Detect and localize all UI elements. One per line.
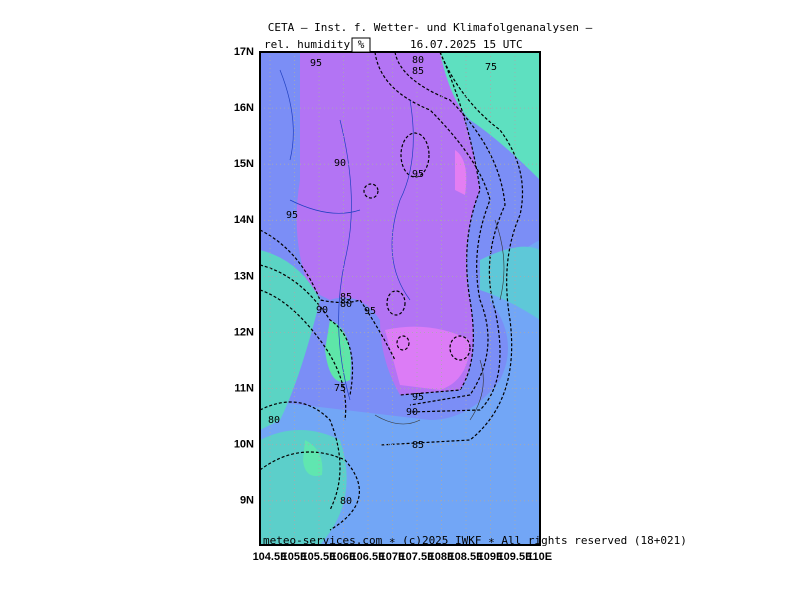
lon-label: 106.5E	[351, 551, 386, 563]
lon-label: 105.5E	[302, 551, 337, 563]
contour-label: 80	[340, 299, 352, 310]
lon-label: 109E	[478, 551, 504, 563]
lon-label: 106E	[331, 551, 357, 563]
lat-label: 10N	[234, 439, 254, 451]
contour-label: 95	[310, 58, 322, 69]
map-frame	[259, 51, 541, 546]
lat-label: 12N	[234, 326, 254, 338]
contour-label: 95	[364, 306, 376, 317]
humidity-field	[260, 52, 540, 545]
lon-label: 104.5E	[253, 551, 288, 563]
lon-label: 108E	[429, 551, 455, 563]
lon-label: 107.5E	[400, 551, 435, 563]
labels: 17N 16N 15N 14N 13N 12N 11N 10N 9N 104.5E105E105.…	[234, 46, 552, 563]
contour-label: 90	[406, 407, 418, 418]
contour-label: 90	[316, 305, 328, 316]
contour-label: 95	[286, 210, 298, 221]
contour-label: 95	[412, 392, 424, 403]
lat-label: 14N	[234, 214, 254, 226]
contour-label: 75	[334, 383, 346, 394]
contour-label: 85	[412, 440, 424, 451]
lat-label: 11N	[234, 383, 254, 395]
variable: rel. humidity	[264, 38, 350, 51]
contour-label: 80	[268, 415, 280, 426]
unit: %	[358, 38, 365, 51]
lat-label: 15N	[234, 158, 254, 170]
contour-label: 85	[412, 66, 424, 77]
lat-label: 13N	[234, 270, 254, 282]
lon-label: 107E	[380, 551, 406, 563]
contour-label: 80	[412, 55, 424, 66]
datetime: 16.07.2025 15 UTC	[410, 38, 523, 51]
lat-label: 17N	[234, 46, 254, 58]
contour-label: 90	[334, 158, 346, 169]
lon-label: 109.5E	[498, 551, 533, 563]
lat-label: 16N	[234, 102, 254, 114]
lon-label: 110E	[527, 551, 552, 563]
unit-box	[351, 37, 371, 53]
contour-label: 95	[412, 169, 424, 180]
contour-label: 85	[340, 292, 352, 303]
lon-label: 108.5E	[449, 551, 484, 563]
lon-label: 105E	[282, 551, 308, 563]
title: CETA — Inst. f. Wetter- und Klimafolgena…	[268, 21, 593, 34]
lat-label: 9N	[240, 495, 254, 507]
contour-label: 75	[485, 62, 497, 73]
footer: meteo-services.com ∗ (c)2025 IWKF ∗ All …	[263, 534, 687, 547]
contour-label: 80	[340, 496, 352, 507]
